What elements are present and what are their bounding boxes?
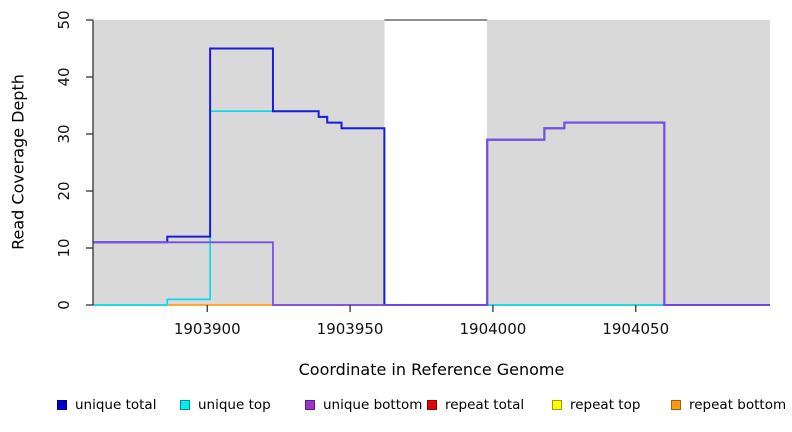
x-tick-label: 1903900: [174, 320, 241, 338]
y-tick-label: 10: [55, 238, 73, 257]
shaded-band: [487, 20, 770, 305]
shaded-band: [93, 20, 385, 305]
y-tick-label: 30: [55, 124, 73, 143]
y-tick-label: 20: [55, 181, 73, 200]
y-axis-title: Read Coverage Depth: [8, 74, 28, 250]
y-tick-label: 50: [55, 10, 73, 29]
x-tick-label: 1904050: [602, 320, 669, 338]
series-unique-bottom: [93, 121, 770, 306]
y-tick-label: 0: [55, 300, 73, 310]
x-tick-label: 1903950: [317, 320, 384, 338]
x-tick-label: 1904000: [460, 320, 527, 338]
y-tick-label: 40: [55, 67, 73, 86]
x-axis-title: Coordinate in Reference Genome: [298, 360, 565, 379]
